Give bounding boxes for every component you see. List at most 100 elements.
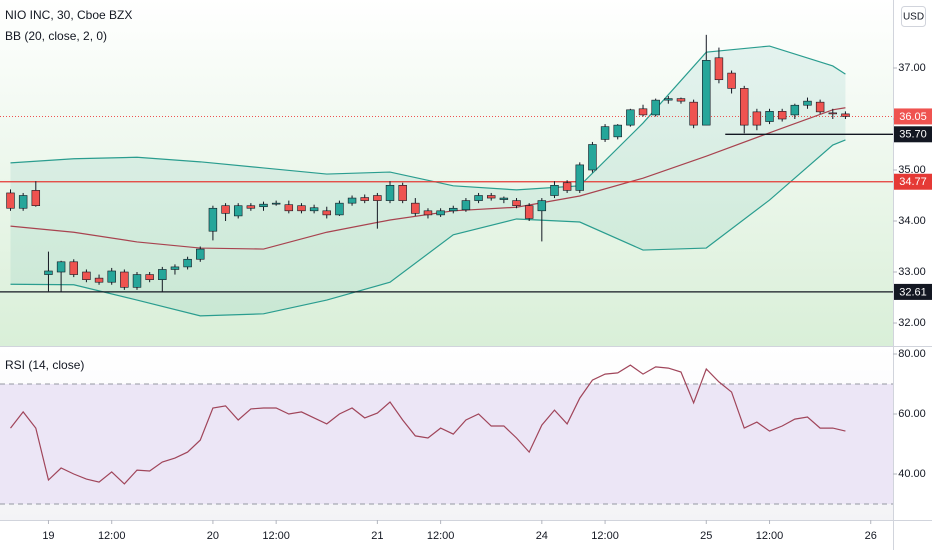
candle-body	[449, 207, 458, 212]
candle-body	[347, 197, 357, 204]
candle-body	[297, 205, 306, 212]
price-label-bg	[894, 283, 932, 300]
candle-body	[158, 269, 167, 280]
x-tick-label: 12:00	[262, 530, 290, 542]
bb-upper	[10, 45, 846, 191]
candle-body	[588, 144, 597, 171]
candle-body	[512, 200, 521, 207]
candle-body	[550, 185, 559, 196]
candle-body	[740, 88, 749, 126]
main-pane	[0, 0, 893, 346]
candle-body	[613, 124, 622, 138]
x-tick-label: 12:00	[98, 530, 126, 542]
candle-body	[562, 182, 572, 191]
candle-body	[221, 205, 230, 214]
y-tick-label: 37.00	[898, 62, 926, 74]
candle-body	[82, 271, 91, 280]
candle-body	[828, 112, 838, 115]
candle-body	[309, 207, 319, 212]
candle-body	[196, 248, 205, 260]
candle-body	[777, 111, 787, 120]
price-label: 34.77	[899, 176, 927, 188]
candle-body	[815, 101, 825, 113]
x-tick-label: 12:00	[591, 530, 619, 542]
rsi-band	[0, 383, 893, 505]
candle-body	[18, 195, 28, 209]
candle-body	[56, 261, 66, 273]
indicator-label: BB (20, close, 2, 0)	[5, 29, 107, 43]
bb-lower	[10, 139, 846, 317]
candle-body	[423, 210, 433, 216]
currency: USD	[903, 12, 924, 23]
chart-title: NIO INC, 30, Cboe BZX	[5, 8, 132, 22]
candle-body	[335, 202, 344, 216]
candle-body	[803, 100, 812, 106]
candle-body	[360, 197, 369, 201]
candle-body	[208, 207, 218, 232]
x-tick-label: 19	[42, 530, 54, 542]
candle-body	[107, 270, 116, 283]
candle-body	[120, 271, 129, 288]
y-tick-label: 32.00	[898, 317, 926, 329]
price-label: 32.61	[899, 286, 927, 298]
y-tick-label: 80.00	[898, 348, 926, 360]
candle-body	[271, 202, 281, 205]
candle-body	[474, 195, 483, 201]
rsi-line	[10, 364, 846, 485]
candle-body	[752, 111, 762, 126]
candle-body	[322, 210, 331, 216]
y-tick-label: 60.00	[898, 408, 926, 420]
candle-body	[676, 98, 686, 102]
candle-body	[69, 261, 78, 275]
candle-body	[284, 204, 294, 212]
candle-body	[664, 98, 673, 101]
candle-body	[600, 126, 610, 140]
price-label-bg	[894, 108, 932, 125]
x-tick-label: 25	[700, 530, 712, 542]
x-tick-label: 26	[865, 530, 877, 542]
price-label-bg	[894, 126, 932, 143]
candle-body	[765, 111, 774, 122]
currency-box[interactable]	[901, 6, 926, 27]
candle-body	[499, 197, 509, 200]
x-tick-label: 24	[536, 530, 548, 542]
candle-body	[524, 205, 534, 219]
candle-body	[31, 190, 41, 207]
candle-body	[233, 205, 243, 217]
plot-layer	[0, 34, 893, 505]
candle-body	[727, 72, 736, 89]
candle-body	[461, 200, 471, 211]
candle-body	[575, 164, 584, 191]
candle-body	[436, 210, 445, 216]
candle-body	[170, 266, 180, 270]
candle-body	[132, 274, 142, 288]
candle-body	[246, 205, 256, 209]
candle-body	[714, 57, 724, 81]
x-tick-label: 12:00	[427, 530, 455, 542]
candle-body	[259, 203, 268, 208]
price-label: 36.05	[899, 111, 927, 123]
x-tick-label: 21	[371, 530, 383, 542]
candle-body	[145, 274, 154, 280]
candle-body	[373, 195, 382, 201]
candle-body	[44, 270, 53, 275]
candle-body	[626, 109, 635, 126]
candle-body	[398, 185, 407, 201]
y-tick-label: 34.00	[898, 215, 926, 227]
candle-body	[537, 200, 547, 212]
candle-body	[411, 202, 420, 214]
candle-body	[385, 185, 395, 201]
candle-body	[689, 101, 698, 126]
candle-body	[183, 258, 192, 268]
price-label-bg	[894, 173, 932, 190]
y-tick-label: 35.00	[898, 164, 926, 176]
candle-body	[638, 108, 648, 116]
x-tick-label: 20	[207, 530, 219, 542]
candle-body	[94, 277, 104, 283]
candle-body	[486, 195, 496, 199]
candle-body	[702, 60, 711, 126]
price-label: 35.70	[899, 129, 927, 141]
rsi-title: RSI (14, close)	[5, 358, 84, 372]
candle-body	[790, 104, 800, 116]
